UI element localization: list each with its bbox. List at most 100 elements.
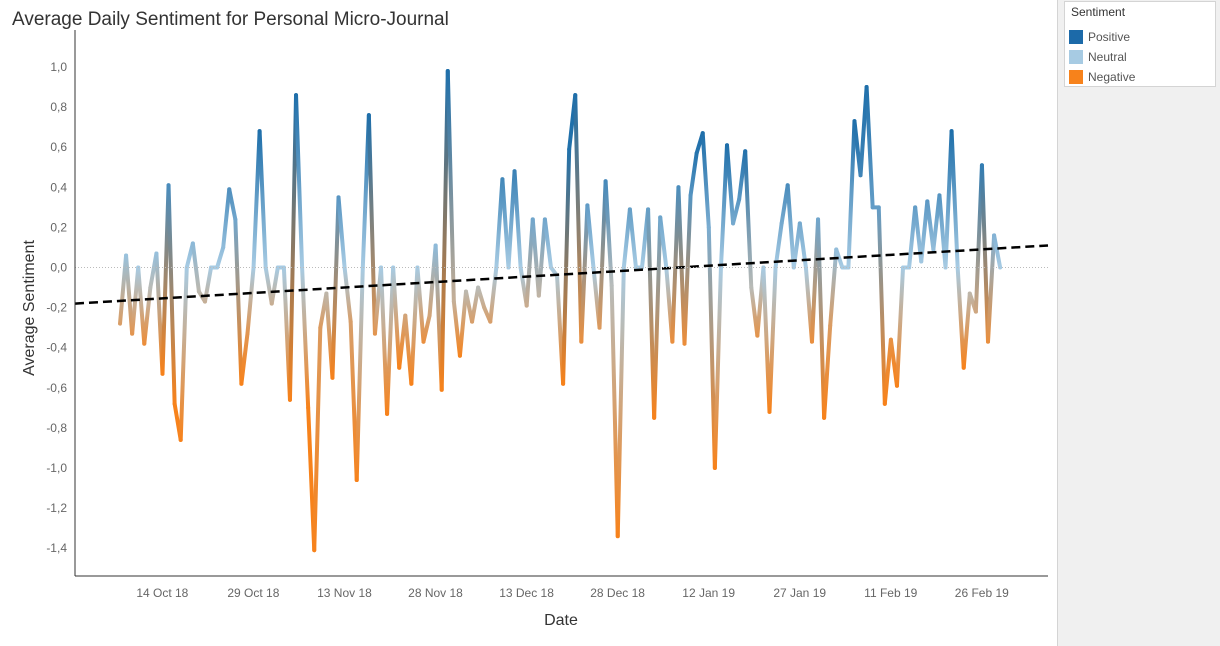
series-segment — [233, 217, 244, 386]
series-segment — [136, 265, 147, 346]
series-segment — [894, 265, 906, 388]
series-segment — [445, 69, 456, 304]
series-segment — [597, 179, 608, 330]
y-tick-label: 0,8 — [50, 100, 67, 114]
axes — [74, 30, 1048, 577]
series-segment — [621, 207, 632, 270]
series-segment — [439, 69, 450, 392]
series-segment — [542, 217, 553, 270]
series-segment — [421, 313, 432, 344]
series-segment — [215, 245, 226, 270]
series-segment — [688, 151, 699, 198]
series-segment — [342, 265, 353, 324]
series-segment — [221, 187, 232, 250]
legend-swatch-positive — [1069, 30, 1083, 44]
series-segment — [257, 129, 268, 270]
x-tick-label: 11 Feb 19 — [864, 586, 917, 600]
series-segment — [124, 253, 135, 336]
legend: Sentiment Positive Neutral Negative — [1064, 1, 1216, 87]
y-tick-label: 0,4 — [50, 180, 67, 194]
series-segment — [488, 265, 499, 324]
y-axis-ticks: 1,0 0,8 0,6 0,4 0,2 0,0 -0,2 -0,4 -0,6 -0,8 -1,0 -1… — [46, 60, 67, 555]
series-segment — [652, 215, 663, 420]
series-segment — [785, 183, 796, 270]
series-segment — [682, 193, 693, 346]
series-segment — [409, 265, 420, 386]
series-segment — [366, 113, 377, 336]
series-segment — [761, 265, 772, 414]
x-tick-label: 27 Jan 19 — [773, 586, 826, 600]
series-segment — [585, 203, 596, 270]
series-segment — [166, 183, 177, 406]
series-segment — [670, 185, 681, 344]
y-tick-label: -0,2 — [46, 301, 67, 315]
series-segment — [718, 143, 729, 270]
line-chart: 1,0 0,8 0,6 0,4 0,2 0,0 -0,2 -0,4 -0,6 -0,8 -1,0 -1… — [21, 30, 1049, 629]
series-segment — [457, 289, 468, 358]
series-segment — [512, 169, 523, 270]
y-tick-label: -1,0 — [46, 461, 67, 475]
legend-label-neutral: Neutral — [1088, 50, 1127, 64]
side-panel — [1057, 0, 1220, 646]
series-segment — [846, 119, 857, 270]
series-segment — [979, 163, 991, 344]
y-tick-label: 0,0 — [50, 261, 67, 275]
trend-line — [74, 244, 1049, 305]
legend-label-negative: Negative — [1088, 70, 1136, 84]
series-segment — [573, 93, 584, 344]
series-segment — [294, 93, 305, 270]
y-tick-label: -0,6 — [46, 381, 67, 395]
series-segment — [245, 265, 256, 336]
y-tick-label: -0,4 — [46, 341, 67, 355]
series-segment — [743, 149, 754, 290]
series-segment — [287, 93, 299, 402]
legend-item-neutral[interactable]: Neutral — [1069, 48, 1213, 66]
series-segment — [658, 215, 669, 270]
series-segment — [603, 179, 614, 288]
x-tick-label: 12 Jan 19 — [682, 586, 735, 600]
series-segment — [615, 265, 626, 539]
series-segment — [943, 129, 954, 270]
series-segment — [506, 169, 517, 270]
legend-item-positive[interactable]: Positive — [1069, 28, 1213, 46]
y-axis-title: Average Sentiment — [21, 240, 38, 376]
series-segment — [476, 285, 487, 310]
series-segment — [494, 177, 505, 270]
sentiment-series — [74, 69, 1049, 553]
y-tick-label: 0,2 — [50, 220, 67, 234]
series-segment — [876, 205, 887, 406]
x-tick-label: 28 Dec 18 — [590, 586, 645, 600]
series-segment — [354, 265, 365, 483]
series-segment — [834, 247, 845, 270]
series-segment — [530, 217, 541, 298]
series-segment — [700, 131, 711, 230]
series-segment — [536, 217, 547, 298]
series-segment — [725, 143, 736, 226]
series-segment — [992, 233, 1003, 270]
series-segment — [627, 207, 638, 270]
series-segment — [961, 291, 972, 370]
y-tick-label: 1,0 — [50, 60, 67, 74]
series-segment — [955, 265, 966, 370]
series-segment — [731, 197, 742, 226]
x-tick-label: 28 Nov 18 — [408, 586, 463, 600]
series-segment — [949, 129, 960, 270]
chart-title: Average Daily Sentiment for Personal Mic… — [12, 9, 449, 30]
y-tick-label: -1,4 — [46, 541, 67, 555]
series-segment — [391, 265, 402, 370]
series-segment — [767, 265, 778, 414]
series-segment — [251, 129, 262, 270]
series-segment — [470, 285, 481, 324]
series-segment — [239, 331, 250, 386]
series-segment — [336, 195, 347, 270]
series-segment — [706, 225, 717, 470]
series-segment — [312, 325, 323, 553]
x-tick-label: 14 Oct 18 — [136, 586, 188, 600]
series-segment — [142, 285, 153, 346]
x-tick-label: 13 Dec 18 — [499, 586, 554, 600]
x-tick-label: 29 Oct 18 — [227, 586, 279, 600]
series-segment — [227, 187, 238, 222]
series-segment — [379, 265, 390, 416]
legend-item-negative[interactable]: Negative — [1069, 68, 1213, 86]
y-tick-label: -1,2 — [46, 501, 67, 515]
